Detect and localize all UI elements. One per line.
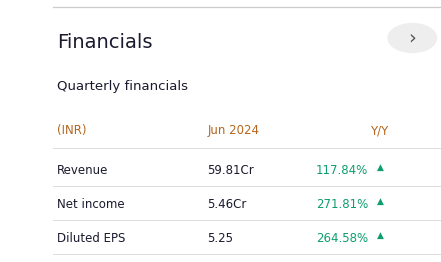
Text: ▲: ▲ — [377, 162, 384, 171]
Text: Financials: Financials — [57, 33, 153, 52]
Text: 117.84%: 117.84% — [316, 164, 368, 177]
Text: 264.58%: 264.58% — [316, 232, 368, 245]
Text: Net income: Net income — [57, 198, 125, 211]
Text: ▲: ▲ — [377, 231, 384, 239]
Text: Jun 2024: Jun 2024 — [207, 124, 259, 138]
Text: Y/Y: Y/Y — [370, 124, 388, 138]
Text: Revenue: Revenue — [57, 164, 108, 177]
Text: Diluted EPS: Diluted EPS — [57, 232, 126, 245]
Text: ›: › — [408, 29, 416, 47]
Text: 5.46Cr: 5.46Cr — [207, 198, 247, 211]
Circle shape — [388, 24, 437, 52]
Text: (INR): (INR) — [57, 124, 87, 138]
Text: 59.81Cr: 59.81Cr — [207, 164, 254, 177]
Text: Quarterly financials: Quarterly financials — [57, 80, 188, 93]
Text: 5.25: 5.25 — [207, 232, 233, 245]
Text: 271.81%: 271.81% — [316, 198, 368, 211]
Text: ▲: ▲ — [377, 196, 384, 205]
